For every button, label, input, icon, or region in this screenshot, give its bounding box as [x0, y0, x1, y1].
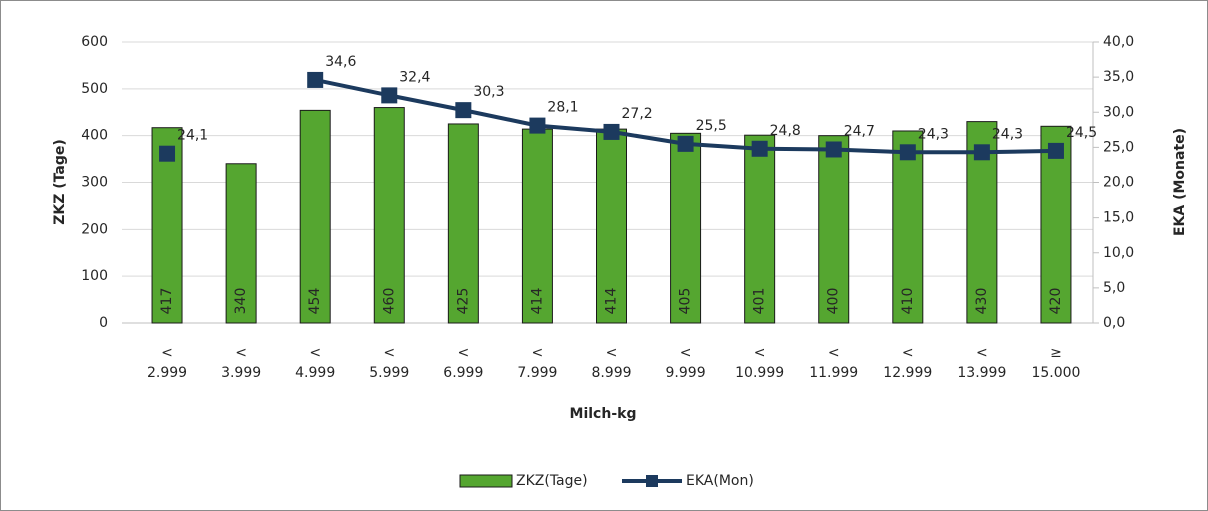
x-tick-label: < 9.999 — [665, 345, 706, 381]
line-value-label: 28,1 — [547, 100, 578, 116]
x-tick-label: < 4.999 — [295, 345, 336, 381]
line-marker — [159, 145, 176, 162]
bar — [1040, 125, 1072, 324]
line-marker — [529, 117, 546, 134]
bar — [299, 109, 331, 324]
x-tick-label: < 8.999 — [591, 345, 632, 381]
bar-value-label: 405 — [678, 288, 694, 315]
bar-value-label: 414 — [529, 288, 545, 315]
line-value-label: 30,3 — [473, 84, 504, 100]
line-marker — [1047, 142, 1064, 159]
y2-tick-label: 40,0 — [1103, 34, 1134, 50]
bar-value-label: 454 — [307, 288, 323, 315]
bar — [892, 130, 924, 324]
line-marker — [603, 123, 620, 140]
x-tick-label: < 3.999 — [221, 345, 262, 381]
bar — [225, 163, 257, 324]
bar-value-label: 401 — [752, 288, 768, 315]
x-tick-label: < 5.999 — [369, 345, 410, 381]
y2-tick-label: 5,0 — [1103, 280, 1125, 296]
bar-value-label: 420 — [1048, 288, 1064, 315]
y-tick-label: 300 — [81, 175, 108, 191]
y2-tick-label: 15,0 — [1103, 210, 1134, 226]
line-marker — [307, 71, 324, 88]
bar-value-label: 410 — [900, 288, 916, 315]
x-tick-label: < 6.999 — [443, 345, 484, 381]
y2-tick-label: 30,0 — [1103, 104, 1134, 120]
y-tick-label: 100 — [81, 268, 108, 284]
x-tick-label: < 13.999 — [957, 345, 1007, 381]
legend-label: ZKZ(Tage) — [516, 473, 588, 489]
line-marker — [381, 87, 398, 104]
y-tick-label: 600 — [81, 34, 108, 50]
bar — [373, 107, 405, 324]
line-marker — [751, 140, 768, 157]
x-axis-title: Milch-kg — [570, 406, 637, 422]
y-tick-label: 0 — [99, 315, 108, 331]
bar — [447, 123, 479, 324]
line-marker — [677, 135, 694, 152]
y-tick-label: 200 — [81, 221, 108, 237]
y-tick-label: 500 — [81, 81, 108, 97]
bar — [744, 134, 776, 324]
line-value-label: 25,5 — [696, 118, 727, 134]
x-tick-label: < 12.999 — [883, 345, 933, 381]
line-marker — [973, 144, 990, 161]
line-value-label: 24,7 — [844, 123, 875, 139]
x-tick-label: < 11.999 — [809, 345, 859, 381]
line-value-label: 24,3 — [918, 126, 949, 142]
line-value-label: 24,3 — [992, 126, 1023, 142]
bar — [521, 128, 553, 324]
y2-tick-label: 25,0 — [1103, 139, 1134, 155]
y2-tick-label: 10,0 — [1103, 245, 1134, 261]
line-value-label: 24,8 — [770, 123, 801, 139]
y2-axis-title: EKA (Monate) — [1172, 128, 1188, 236]
bar-value-label: 425 — [455, 288, 471, 315]
line-marker — [825, 141, 842, 158]
x-tick-label: < 7.999 — [517, 345, 558, 381]
legend-swatch — [646, 475, 658, 487]
legend-swatch — [459, 474, 513, 488]
y2-tick-label: 20,0 — [1103, 175, 1134, 191]
line-marker — [455, 102, 472, 119]
legend-label: EKA(Mon) — [686, 473, 754, 489]
bar-value-label: 400 — [826, 288, 842, 315]
bar-value-label: 414 — [604, 288, 620, 315]
bar-value-label: 340 — [233, 288, 249, 315]
x-tick-label: < 10.999 — [735, 345, 785, 381]
bar-value-label: 460 — [381, 288, 397, 315]
y-tick-label: 400 — [81, 128, 108, 144]
bar-value-label: 430 — [974, 288, 990, 315]
bar — [818, 135, 850, 324]
line-value-label: 32,4 — [399, 69, 430, 85]
x-tick-label: ≥ 15.000 — [1031, 345, 1081, 381]
line-value-label: 24,5 — [1066, 125, 1097, 141]
y2-tick-label: 35,0 — [1103, 69, 1134, 85]
x-tick-label: < 2.999 — [146, 345, 188, 381]
y-axis-title: ZKZ (Tage) — [52, 139, 68, 225]
line-marker — [899, 144, 916, 161]
line-value-label: 27,2 — [622, 106, 653, 122]
line-value-label: 34,6 — [325, 54, 356, 70]
line-value-label: 24,1 — [177, 128, 208, 144]
bar-value-label: 417 — [159, 288, 175, 315]
y2-tick-label: 0,0 — [1103, 315, 1125, 331]
bar — [670, 132, 702, 324]
